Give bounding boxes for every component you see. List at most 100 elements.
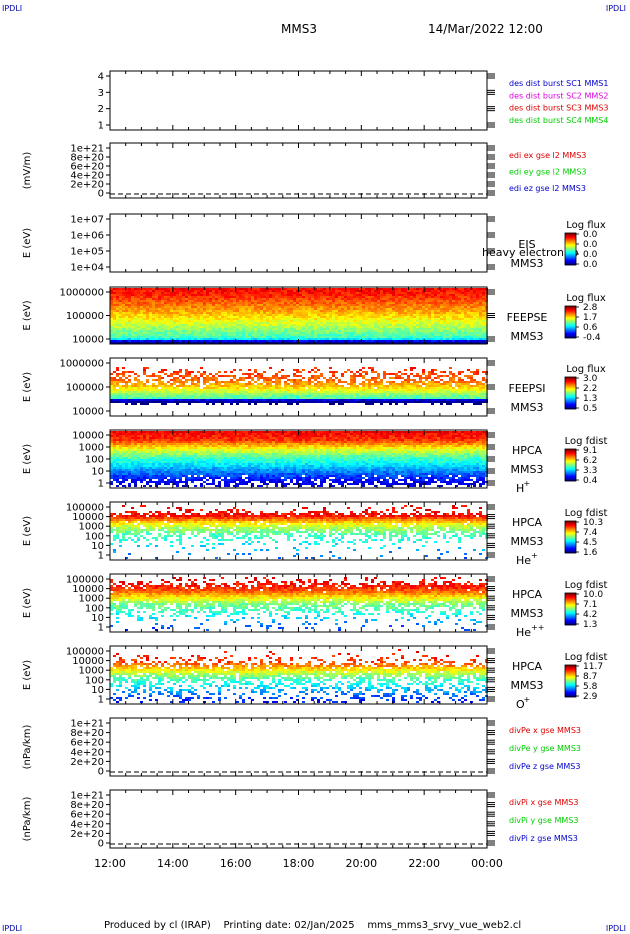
- spectrogram-cell-3: [260, 332, 263, 334]
- spectrogram-cell-3: [296, 332, 299, 334]
- spectrogram-cell-3: [140, 334, 143, 336]
- spectrogram-cell-3: [305, 328, 308, 330]
- spectrogram-cell-4: [281, 369, 284, 371]
- spectrogram-cell-3: [275, 334, 278, 336]
- spectrogram-cell-4: [275, 375, 278, 377]
- spectrogram-cell-4: [404, 391, 407, 393]
- spectrogram-cell-3: [293, 300, 296, 302]
- spectrogram-cell-3: [323, 300, 326, 302]
- spectrogram-cell-3: [206, 342, 209, 344]
- spectrogram-cell-3: [269, 302, 272, 304]
- spectrogram-cell-3: [470, 306, 473, 308]
- spectrogram-cell-3: [119, 292, 122, 294]
- colorbar-segment: [565, 236, 576, 238]
- spectrogram-cell-4: [296, 391, 299, 393]
- spectrogram-cell-3: [470, 300, 473, 302]
- spectrogram-cell-3: [158, 310, 161, 312]
- spectrogram-cell-3: [419, 296, 422, 298]
- spectrogram-cell-4: [185, 389, 188, 391]
- spectrogram-cell-4: [251, 383, 254, 385]
- spectrogram-cell-3: [206, 322, 209, 324]
- spectrogram-cell-3: [305, 296, 308, 298]
- spectrogram-cell-3: [116, 342, 119, 344]
- spectrogram-cell-3: [164, 318, 167, 320]
- spectrogram-cell-4: [128, 381, 131, 383]
- spectrogram-cell-4: [185, 381, 188, 383]
- spectrogram-cell-3: [479, 298, 482, 300]
- colorbar-segment: [565, 309, 576, 311]
- spectrogram-cell-3: [314, 312, 317, 314]
- corner-label-top-right: IPDLI: [605, 4, 626, 13]
- spectrogram-cell-3: [146, 324, 149, 326]
- spectrogram-cell-3: [470, 314, 473, 316]
- spectrogram-cell-3: [251, 288, 254, 290]
- spectrogram-cell-3: [353, 318, 356, 320]
- spectrogram-cell-3: [437, 298, 440, 300]
- spectrogram-cell-3: [431, 302, 434, 304]
- spectrogram-cell-3: [218, 314, 221, 316]
- spectrogram-cell-3: [452, 296, 455, 298]
- colorbar-segment: [565, 254, 576, 256]
- spectrogram-cell-3: [113, 300, 116, 302]
- spectrogram-cell-3: [422, 338, 425, 340]
- spectrogram-cell-3: [401, 292, 404, 294]
- spectrogram-cell-3: [407, 324, 410, 326]
- spectrogram-cell-3: [434, 302, 437, 304]
- spectrogram-cell-3: [290, 336, 293, 338]
- spectrogram-cell-4: [281, 389, 284, 391]
- spectrogram-cell-4: [170, 383, 173, 385]
- spectrogram-cell-3: [290, 310, 293, 312]
- spectrogram-cell-4: [116, 389, 119, 391]
- spectrogram-cell-3: [434, 318, 437, 320]
- spectrogram-cell-3: [227, 332, 230, 334]
- spectrogram-cell-3: [230, 326, 233, 328]
- spectrogram-cell-3: [230, 292, 233, 294]
- spectrogram-cell-4: [320, 389, 323, 391]
- spectrogram-cell-3: [248, 306, 251, 308]
- spectrogram-cell-3: [143, 296, 146, 298]
- spectrogram-cell-4: [359, 389, 362, 391]
- spectrogram-cell-3: [143, 322, 146, 324]
- spectrogram-cell-3: [308, 334, 311, 336]
- spectrogram-cell-3: [479, 328, 482, 330]
- spectrogram-cell-4: [440, 379, 443, 381]
- spectrogram-cell-3: [290, 288, 293, 290]
- spectrogram-cell-3: [482, 336, 485, 338]
- spectrogram-cell-3: [233, 322, 236, 324]
- spectrogram-cell-4: [215, 393, 218, 395]
- spectrogram-cell-3: [170, 300, 173, 302]
- spectrogram-cell-4: [236, 389, 239, 391]
- spectrogram-cell-3: [335, 318, 338, 320]
- spectrogram-cell-3: [278, 306, 281, 308]
- spectrogram-cell-3: [410, 320, 413, 322]
- spectrogram-cell-3: [386, 300, 389, 302]
- spectrogram-cell-3: [137, 340, 140, 342]
- spectrogram-cell-3: [248, 320, 251, 322]
- spectrogram-cell-3: [308, 308, 311, 310]
- spectrogram-cell-3: [125, 320, 128, 322]
- spectrogram-cell-3: [425, 334, 428, 336]
- spectrogram-cell-3: [320, 308, 323, 310]
- spectrogram-cell-3: [206, 290, 209, 292]
- spectrogram-cell-3: [272, 304, 275, 306]
- spectrogram-cell-3: [416, 338, 419, 340]
- spectrogram-cell-4: [161, 393, 164, 395]
- spectrogram-cell-4: [116, 367, 119, 369]
- spectrogram-cell-4: [272, 377, 275, 379]
- spectrogram-cell-3: [389, 332, 392, 334]
- colorbar-segment: [565, 249, 576, 251]
- spectrogram-cell-3: [149, 326, 152, 328]
- spectrogram-cell-4: [299, 383, 302, 385]
- spectrogram-cell-3: [206, 332, 209, 334]
- spectrogram-cell-3: [350, 310, 353, 312]
- spectrogram-cell-3: [401, 298, 404, 300]
- spectrogram-cell-4: [380, 383, 383, 385]
- spectrogram-cell-4: [227, 387, 230, 389]
- spectrogram-cell-3: [431, 342, 434, 344]
- spectrogram-cell-4: [383, 385, 386, 387]
- spectrogram-cell-3: [428, 312, 431, 314]
- spectrogram-cell-3: [380, 290, 383, 292]
- spectrogram-cell-3: [170, 324, 173, 326]
- spectrogram-cell-3: [227, 342, 230, 344]
- plot-datetime: 14/Mar/2022 12:00: [428, 22, 543, 36]
